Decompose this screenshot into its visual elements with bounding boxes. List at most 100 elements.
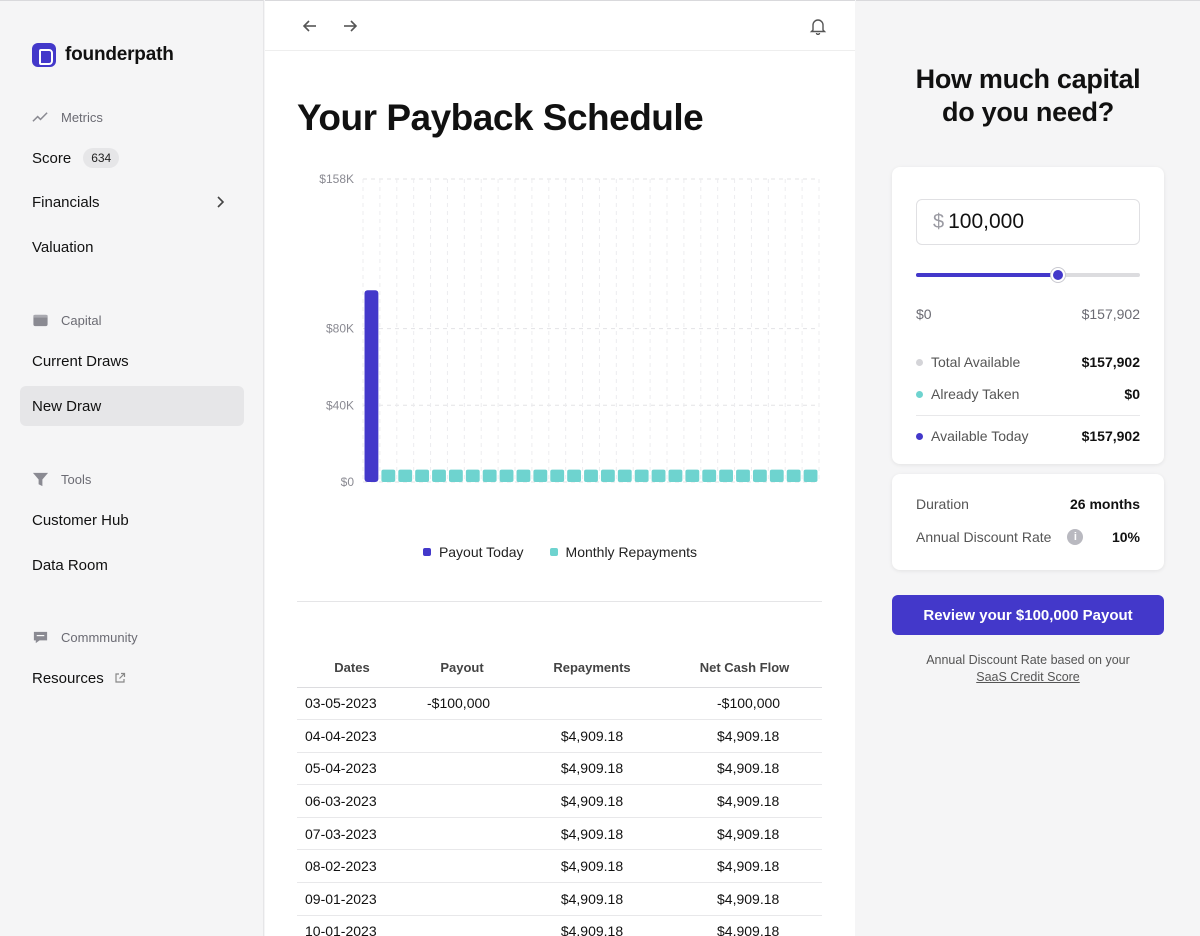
cell-payout [407,849,517,884]
table-row: 08-02-2023 $4,909.18 $4,909.18 [297,849,822,884]
y-tick-label: $158K [319,172,354,186]
rate-label: Annual Discount Rate [916,529,1052,545]
funnel-icon [32,472,49,487]
divider [297,601,822,602]
forward-arrow-icon[interactable] [341,17,359,35]
sidebar-item-current-draws[interactable]: Current Draws [20,341,244,381]
external-link-icon [115,672,125,683]
cell-date: 06-03-2023 [297,784,407,818]
cell-net-cash-flow: $4,909.18 [667,849,822,884]
amount-card: $ 100,000 $0 $157,902 Total Available $1… [892,167,1164,464]
bar-monthly-repayment [668,469,683,482]
sidebar-item-data-room[interactable]: Data Room [20,545,244,585]
cell-payout [407,719,517,753]
bar-monthly-repayment [803,469,818,482]
terms-card: Duration 26 months Annual Discount Rate i… [892,474,1164,570]
bar-monthly-repayment [685,469,700,482]
table-row: 04-04-2023 $4,909.18 $4,909.18 [297,719,822,753]
bell-icon[interactable] [809,17,827,35]
saas-credit-score-link[interactable]: SaaS Credit Score [976,670,1080,684]
cell-repayment: $4,909.18 [517,915,667,936]
sidebar-item-score[interactable]: Score 634 [20,138,244,178]
trend-line-icon [32,112,48,122]
bar-monthly-repayment [736,469,750,482]
chart-legend: Payout Today Monthly Repayments [265,544,855,560]
cell-date: 03-05-2023 [297,687,407,721]
page-title: Your Payback Schedule [297,97,704,138]
section-tools: Tools [32,471,91,488]
panel-title-line: How much capital [915,64,1141,94]
legend-item-repayments[interactable]: Monthly Repayments [549,544,698,560]
bar-monthly-repayment [600,469,615,482]
brand-logo[interactable]: founderpath [32,43,174,67]
cell-repayment: $4,909.18 [517,882,667,916]
cell-date: 05-04-2023 [297,752,407,786]
cell-net-cash-flow: $4,909.18 [667,817,822,851]
bar-payout-today [364,290,379,482]
amount-input[interactable]: $ 100,000 [916,199,1140,245]
column-header-repayments: Repayments [517,649,667,688]
bar-monthly-repayment [550,469,565,482]
sidebar-item-label: Financials [32,193,100,211]
slider-thumb[interactable] [1050,268,1065,282]
cell-net-cash-flow: $4,909.18 [667,719,822,753]
y-tick-label: $0 [341,475,355,489]
range-min: $0 [916,306,932,322]
cell-repayment: $4,909.18 [517,784,667,818]
cell-net-cash-flow: $4,909.18 [667,915,822,936]
cell-date: 08-02-2023 [297,849,407,884]
slider-range: $0 $157,902 [916,306,1140,322]
panel-title: How much capital do you need? [856,63,1200,129]
y-tick-label: $40K [326,398,354,412]
table-header-row: Dates Payout Repayments Net Cash Flow [297,649,822,688]
cell-payout [407,752,517,786]
sidebar-item-financials[interactable]: Financials [20,182,244,222]
sidebar-item-label: Current Draws [32,352,129,370]
sidebar-item-label: Resources [32,669,104,687]
bar-monthly-repayment [617,469,632,482]
sidebar-item-customer-hub[interactable]: Customer Hub [20,500,244,540]
info-icon[interactable]: i [1067,529,1084,545]
footnote-text: Annual Discount Rate based on your [926,653,1130,667]
sidebar-item-label: Data Room [32,556,108,574]
table-row: 05-04-2023 $4,909.18 $4,909.18 [297,752,822,786]
cell-payout [407,915,517,936]
sidebar-item-new-draw[interactable]: New Draw [20,386,244,426]
capital-panel: How much capital do you need? $ 100,000 … [856,0,1200,936]
section-community: Commmunity [32,629,138,646]
legend-label: Monthly Repayments [565,544,698,560]
bar-monthly-repayment [533,469,548,482]
bar-monthly-repayment [702,469,717,482]
duration-row: Duration 26 months [916,496,1140,512]
stat-value: $157,902 [1081,428,1140,444]
sidebar-item-resources[interactable]: Resources [20,658,244,698]
y-tick-label: $80K [326,322,354,336]
back-arrow-icon[interactable] [301,17,319,35]
range-max: $157,902 [1081,306,1140,322]
founderpath-logo-icon [32,43,56,67]
legend-label: Payout Today [438,544,524,560]
stat-total-available: Total Available $157,902 [916,354,1140,370]
stat-available-today: Available Today $157,902 [916,428,1140,444]
bar-monthly-repayment [482,469,497,482]
section-label: Tools [61,472,92,487]
sidebar-item-valuation[interactable]: Valuation [20,227,244,267]
stat-label: Available Today [931,428,1029,444]
stat-already-taken: Already Taken $0 [916,386,1140,402]
rate-row: Annual Discount Rate i 10% [916,529,1140,545]
cell-repayment: $4,909.18 [517,719,667,753]
payback-chart: $0 $40K $80K $158K [319,172,820,489]
review-payout-button[interactable]: Review your $100,000 Payout [892,595,1164,635]
legend-item-payout[interactable]: Payout Today [422,544,524,560]
bar-monthly-repayment [381,469,396,482]
section-metrics: Metrics [32,109,103,126]
bar-monthly-repayment [786,469,801,482]
cell-date: 09-01-2023 [297,882,407,916]
chevron-right-icon [217,196,225,208]
stat-label: Total Available [931,354,1021,370]
top-bar [265,1,855,51]
section-label: Metrics [61,110,103,125]
legend-swatch [422,548,431,556]
duration-label: Duration [916,496,969,512]
amount-slider[interactable] [916,268,1140,282]
